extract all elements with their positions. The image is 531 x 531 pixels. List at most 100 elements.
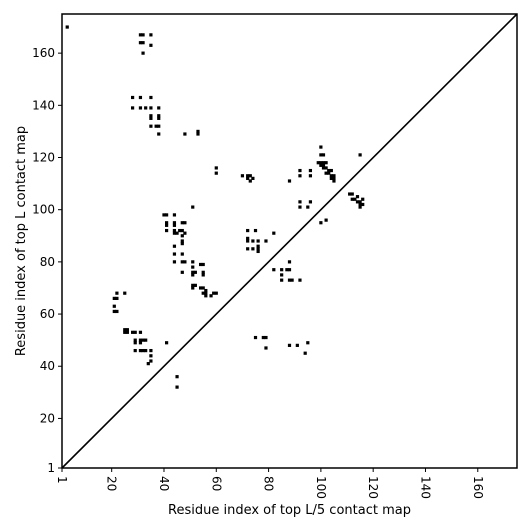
contact-point — [112, 296, 116, 300]
x-tick-label: 120 — [366, 476, 380, 499]
contact-point — [308, 168, 313, 173]
contact-point — [138, 330, 143, 334]
contact-point — [324, 161, 328, 165]
contact-point — [138, 348, 143, 353]
contact-point — [319, 163, 323, 167]
contact-point — [353, 197, 357, 201]
contact-point — [115, 291, 119, 295]
contact-point — [248, 179, 252, 183]
contact-point — [191, 286, 195, 290]
y-tick-label: 20 — [40, 411, 55, 425]
contact-point — [198, 262, 203, 267]
contact-point — [138, 338, 143, 342]
contact-point — [125, 328, 129, 332]
contact-point — [149, 114, 153, 118]
contact-point — [172, 231, 177, 235]
contact-point — [157, 132, 161, 136]
contact-point — [165, 213, 169, 217]
contact-point — [251, 239, 255, 243]
contact-point — [308, 174, 313, 178]
contact-point — [191, 265, 195, 269]
contact-point — [125, 330, 129, 334]
contact-point — [138, 95, 143, 100]
contact-point — [201, 262, 205, 267]
contact-point — [319, 161, 323, 165]
contact-point — [157, 114, 161, 118]
contact-point — [246, 176, 250, 180]
contact-point — [201, 273, 205, 277]
contact-point — [149, 124, 153, 128]
y-tick-label: 1 — [47, 461, 55, 475]
contact-point — [115, 309, 119, 314]
contact-point — [287, 268, 292, 272]
x-tick-label: 40 — [157, 476, 171, 491]
contact-point — [272, 231, 276, 235]
contact-point — [193, 270, 197, 274]
plot-frame — [61, 13, 518, 469]
contact-point — [329, 176, 333, 180]
contact-point — [324, 166, 328, 170]
contact-point — [180, 260, 184, 264]
contact-point — [172, 228, 177, 233]
contact-point — [133, 330, 137, 334]
contact-point — [172, 244, 177, 248]
contact-point — [256, 247, 260, 251]
contact-point — [287, 343, 292, 347]
contact-point — [175, 385, 179, 389]
y-tick-label: 160 — [32, 46, 55, 60]
contact-point — [358, 205, 362, 209]
contact-point — [332, 174, 336, 178]
contact-point — [191, 273, 195, 277]
contact-point — [355, 200, 360, 204]
contact-point — [183, 132, 187, 136]
contact-point — [316, 161, 320, 165]
contact-point — [308, 200, 313, 204]
contact-point — [264, 346, 268, 350]
contact-point — [123, 328, 127, 332]
contact-point — [285, 268, 289, 272]
contact-point — [141, 41, 145, 45]
contact-point — [172, 213, 177, 217]
x-tick-label: 80 — [262, 476, 276, 491]
contact-point — [264, 335, 268, 340]
contact-point — [172, 260, 177, 264]
contact-point — [348, 192, 352, 196]
x-tick-label: 20 — [105, 476, 119, 491]
contact-point — [306, 341, 310, 345]
contact-point — [321, 153, 326, 157]
contact-point — [324, 218, 328, 222]
contact-point — [138, 41, 143, 45]
contact-point — [321, 163, 326, 167]
contact-point — [319, 153, 323, 157]
contact-point — [149, 354, 153, 358]
contact-point — [196, 129, 200, 134]
y-tick-label: 80 — [40, 255, 55, 269]
contact-point — [256, 249, 260, 254]
contact-point — [329, 168, 333, 173]
contact-point — [183, 221, 187, 225]
contact-point — [324, 171, 328, 175]
contact-point — [298, 205, 302, 209]
contact-point — [198, 286, 203, 290]
contact-point — [358, 202, 362, 207]
contact-point — [251, 176, 255, 180]
y-tick-label: 40 — [40, 359, 55, 373]
contact-point — [144, 338, 148, 342]
contact-point — [287, 260, 292, 264]
x-axis-label: Residue index of top L/5 contact map — [168, 503, 411, 518]
contact-point — [209, 294, 213, 298]
contact-point — [321, 166, 326, 170]
contact-point — [280, 273, 284, 277]
contact-point — [298, 168, 302, 173]
contact-point — [144, 348, 148, 353]
contact-point — [248, 174, 252, 178]
contact-point — [149, 116, 153, 120]
contact-point — [180, 270, 184, 274]
contact-point — [201, 286, 205, 290]
contact-point — [306, 205, 310, 209]
contact-point — [165, 228, 169, 233]
contact-point — [246, 228, 250, 233]
contact-point — [131, 106, 135, 110]
contact-point — [149, 106, 153, 110]
